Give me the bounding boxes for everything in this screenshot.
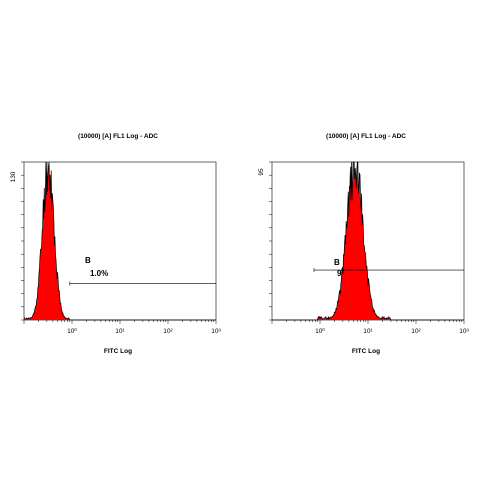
histogram-outline <box>272 161 464 321</box>
x-tick-label: 10¹ <box>363 328 373 335</box>
histogram-chart-left: (10000) [A] FL1 Log - ADC FITC Log 130 B… <box>10 133 222 355</box>
gate-percent-label: 1.0% <box>90 269 108 278</box>
x-tick-label: 10² <box>163 328 173 335</box>
x-tick-label: 10⁰ <box>315 327 325 335</box>
gate-name-label: B <box>334 258 340 267</box>
x-axis-label: FITC Log <box>352 348 380 355</box>
x-tick-label: 10³ <box>459 328 469 335</box>
y-tick-label: 95 <box>258 168 265 176</box>
x-tick-label: 10³ <box>211 328 221 335</box>
histogram-panel-left: (10000) [A] FL1 Log - ADC FITC Log 130 B… <box>0 120 230 370</box>
chart-title: (10000) [A] FL1 Log - ADC <box>326 133 406 140</box>
x-axis-label: FITC Log <box>104 348 132 355</box>
x-tick-label: 10¹ <box>115 328 125 335</box>
histogram-fill <box>24 162 216 320</box>
x-tick-label: 10⁰ <box>67 327 77 335</box>
histogram-panel-right: (10000) [A] FL1 Log - ADC FITC Log 95 B … <box>248 120 478 370</box>
chart-title: (10000) [A] FL1 Log - ADC <box>78 133 158 140</box>
y-tick-label: 130 <box>10 171 17 182</box>
gate-name-label: B <box>85 256 91 265</box>
histogram-fill <box>272 162 464 320</box>
histogram-chart-right: (10000) [A] FL1 Log - ADC FITC Log 95 B … <box>258 133 470 355</box>
x-tick-label: 10² <box>411 328 421 335</box>
